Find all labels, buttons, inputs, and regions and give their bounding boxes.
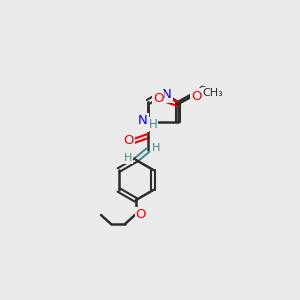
Text: H: H <box>148 118 158 130</box>
Text: N: N <box>138 115 148 128</box>
Text: O: O <box>124 134 134 146</box>
Text: S: S <box>140 118 148 130</box>
Text: O: O <box>153 92 163 104</box>
Text: CH₃: CH₃ <box>202 88 223 98</box>
Text: N: N <box>162 88 172 101</box>
Text: H: H <box>152 143 160 153</box>
Text: H: H <box>124 153 132 163</box>
Text: O: O <box>191 89 201 103</box>
Text: O: O <box>136 208 146 221</box>
